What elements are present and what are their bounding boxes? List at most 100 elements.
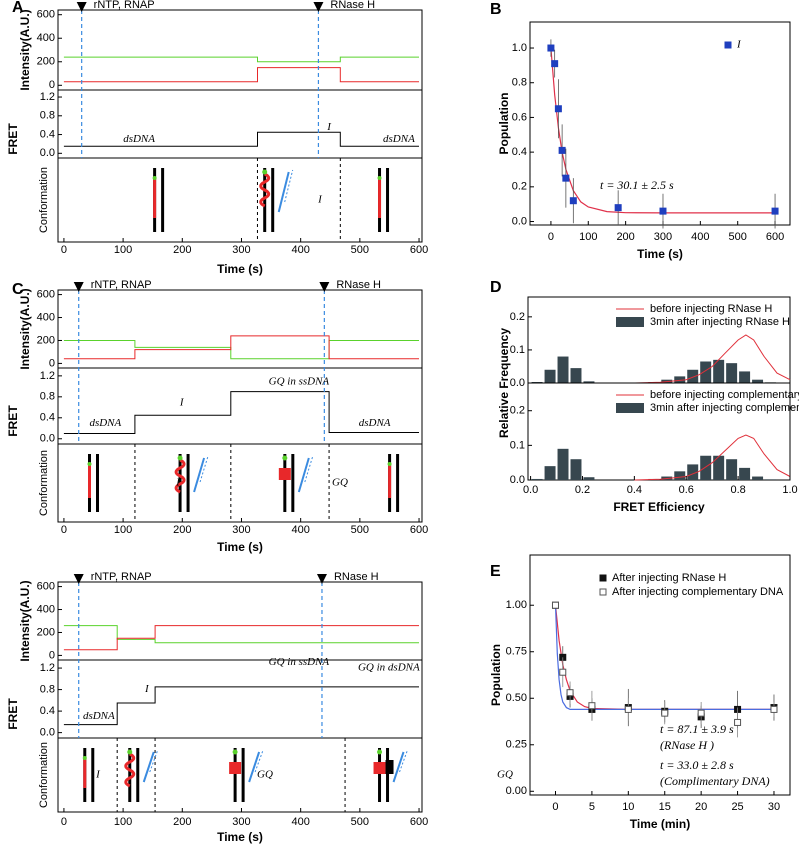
y-tick-label: 0.0 (510, 377, 525, 389)
fit-curve (554, 605, 774, 711)
bar (687, 464, 699, 480)
bar (713, 455, 725, 480)
conformation-icon (387, 462, 392, 466)
frame (57, 737, 423, 813)
y-tick-label: 0.0 (40, 147, 55, 159)
y-tick-label: 200 (37, 626, 55, 638)
bar (687, 369, 699, 383)
fret-state-label: I (179, 397, 185, 409)
bar (544, 369, 556, 383)
fret-state-label: GQ in ssDNA (269, 376, 330, 388)
legend-label: before injecting RNase H (650, 303, 772, 315)
bar (531, 478, 543, 480)
y-tick-label: 0.50 (506, 692, 527, 704)
x-tick-label: 200 (173, 816, 191, 828)
y-tick-label: 0.8 (40, 683, 55, 695)
x-tick-label: 0 (61, 244, 67, 256)
annotation: (RNase H ) (660, 738, 714, 752)
x-axis-label: Time (min) (630, 817, 690, 831)
y-tick-label: 0 (49, 649, 55, 661)
x-tick-label: 600 (410, 816, 428, 828)
event-arrow (73, 282, 84, 292)
x-tick-label: 400 (691, 231, 709, 243)
y-tick-label: 0.4 (40, 705, 55, 717)
bar (752, 476, 764, 480)
conformation-label: I (317, 194, 323, 206)
fret-state-label: GQ in ssDNA (269, 656, 330, 668)
y-tick-label: 0.8 (512, 77, 527, 89)
y-tick-label: 0.4 (512, 146, 527, 158)
bar (544, 466, 556, 480)
x-tick-label: 0 (61, 816, 67, 828)
legend-marker (724, 41, 732, 49)
y-tick-label: 0.2 (512, 181, 527, 193)
x-tick-label: 30 (768, 801, 780, 813)
point (588, 702, 596, 710)
conformation-label: GQ (257, 769, 273, 781)
x-tick-label: 500 (351, 524, 369, 536)
x-tick-label: 0 (548, 231, 554, 243)
annotation: t = 33.0 ± 2.8 s (660, 758, 734, 772)
y-tick-label: 400 (37, 603, 55, 615)
annotation: t = 30.1 ± 2.5 s (600, 178, 674, 192)
x-tick-label: 600 (766, 231, 784, 243)
event-label: RNase H (336, 279, 381, 291)
y-tick-label: 0.75 (506, 646, 527, 658)
legend-label: After injecting RNase H (612, 572, 726, 584)
x-axis-label: FRET Efficiency (613, 500, 705, 514)
bar (674, 471, 686, 480)
y-tick-label: 0.8 (40, 110, 55, 122)
x-tick-label: 0.8 (730, 484, 745, 496)
fret-state-label: I (144, 683, 150, 695)
conformation-icon (377, 749, 383, 755)
y-tick-label: 0.1 (510, 439, 525, 451)
intensity-trace (63, 56, 419, 63)
y-tick-label: 1.00 (506, 599, 527, 611)
panel-label: E (490, 563, 501, 580)
x-axis-label: Time (s) (217, 262, 263, 276)
point (734, 718, 742, 726)
intensity-trace (63, 625, 419, 644)
conformation-icon (259, 172, 271, 208)
point (614, 204, 622, 212)
conformation-icon (229, 762, 242, 774)
event-label: rNTP, RNAP (91, 571, 152, 583)
conformation-icon (277, 171, 290, 213)
conformation-icon (385, 760, 394, 774)
legend-label: I (736, 39, 742, 51)
bar (739, 467, 751, 480)
conformation-icon (297, 457, 310, 493)
x-tick-label: 25 (731, 801, 743, 813)
x-tick-label: 10 (622, 801, 634, 813)
x-tick-label: 200 (173, 244, 191, 256)
bar (726, 363, 738, 383)
conformation-icon (124, 752, 136, 788)
x-tick-label: 200 (173, 524, 191, 536)
y-tick-label: 0.2 (510, 311, 525, 323)
y-axis-label: Intensity(A.U.) (18, 580, 32, 661)
event-arrow (313, 2, 324, 12)
conformation-icon (262, 169, 268, 175)
fret-trace (63, 686, 419, 726)
y-tick-label: 1.0 (512, 42, 527, 54)
y-axis-label: Conformation (38, 167, 50, 233)
point (551, 60, 559, 68)
event-label: RNase H (334, 571, 379, 583)
point (659, 207, 667, 215)
frame (57, 157, 423, 243)
x-axis-label: Time (s) (217, 540, 263, 554)
conformation-icon (152, 176, 157, 180)
point (624, 705, 632, 713)
frame (57, 443, 423, 523)
y-tick-label: 0.4 (40, 128, 55, 140)
y-axis-label: Intensity(A.U.) (18, 288, 32, 369)
bar (557, 356, 569, 383)
y-tick-label: 600 (37, 580, 55, 592)
x-tick-label: 0.0 (523, 484, 538, 496)
bar (583, 381, 595, 383)
density-curve (634, 434, 791, 481)
x-tick-label: 0 (552, 801, 558, 813)
event-label: rNTP, RNAP (91, 279, 152, 291)
